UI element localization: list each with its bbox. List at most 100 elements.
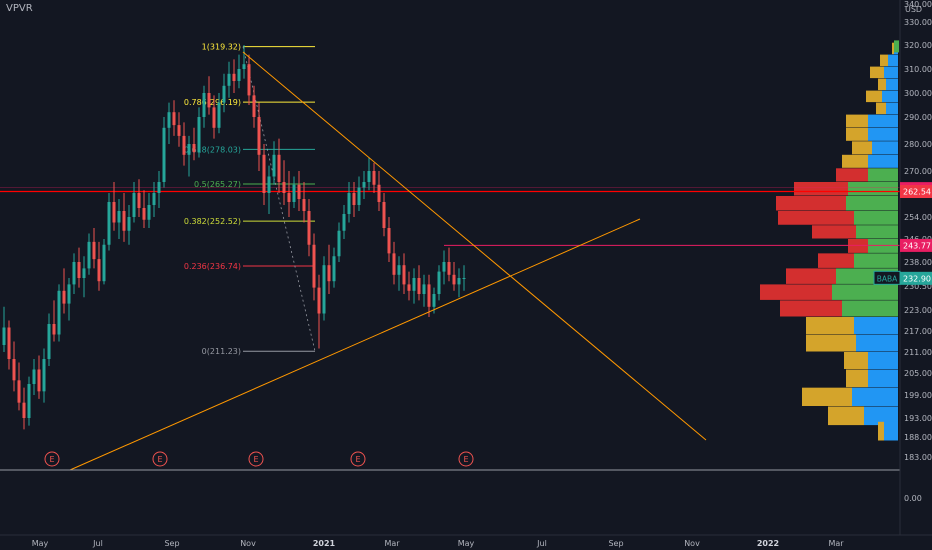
vp-bar-sell — [846, 127, 868, 141]
vp-bar-buy — [886, 78, 898, 91]
vp-bar-buy — [872, 141, 898, 155]
earnings-marker-label: E — [157, 455, 162, 464]
x-tick-label: 2021 — [313, 539, 336, 548]
earnings-marker-label: E — [355, 455, 360, 464]
y-tick-label: 223.00 — [904, 306, 932, 315]
earnings-marker — [350, 451, 366, 467]
vp-bar-buy — [854, 253, 898, 268]
candle-body — [397, 265, 401, 275]
vp-bar-sell — [870, 66, 884, 79]
x-tick-label: 2022 — [757, 539, 779, 548]
candle-body — [77, 262, 81, 278]
candle-body — [447, 262, 451, 275]
earnings-marker — [458, 451, 474, 467]
indicator-label[interactable]: VPVR — [6, 3, 33, 14]
candle-body — [262, 154, 266, 193]
price-axis[interactable]: 340.00 330.00 320.00 310.00 300.00 290.00 280.… — [904, 0, 932, 462]
vp-bar-buy — [848, 182, 898, 196]
vp-bar-buy — [846, 196, 898, 211]
candle-body — [87, 241, 91, 269]
fib-label: 0.382(252.52) — [184, 217, 241, 226]
candle-body — [247, 64, 251, 96]
earnings-marker-label: E — [49, 455, 54, 464]
candle-body — [267, 176, 271, 193]
vp-bar-sell — [760, 284, 832, 300]
price-badge — [900, 271, 932, 285]
price-badge-value: 232.90 — [903, 274, 931, 283]
price-badge-value: 262.54 — [903, 188, 931, 197]
candle-body — [302, 199, 306, 211]
candle-body — [22, 402, 26, 418]
vp-bar-sell — [878, 78, 886, 91]
y-tick-label: 320.00 — [904, 41, 932, 50]
candle-body — [47, 324, 51, 359]
candle-body — [67, 284, 71, 304]
candle-body — [167, 112, 171, 128]
candle-body — [422, 284, 426, 294]
candle-body — [117, 211, 121, 223]
y-tick-label: 270.00 — [904, 167, 932, 176]
vp-bar-buy — [842, 300, 898, 317]
trendlines[interactable] — [69, 51, 707, 471]
candle-body — [32, 369, 36, 384]
x-tick-label: Nov — [684, 539, 700, 548]
candle-body — [412, 278, 416, 291]
vp-bar-sell — [892, 42, 894, 55]
candle-body — [252, 95, 256, 117]
candle-body — [432, 294, 436, 307]
candle-body — [227, 73, 231, 86]
y-tick-label: 205.00 — [904, 369, 932, 378]
candle-body — [172, 112, 176, 126]
candle-body — [52, 324, 56, 335]
candle-body — [462, 278, 466, 279]
vp-bar-sell — [846, 114, 868, 128]
candle-body — [442, 262, 446, 272]
y-tick-label: 183.00 — [904, 453, 932, 462]
vp-bar-sell — [844, 352, 868, 369]
candlesticks — [2, 45, 466, 430]
candle-body — [107, 202, 111, 245]
vp-bar-sell — [778, 211, 854, 225]
earnings-marker — [152, 451, 168, 467]
candle-body — [372, 171, 376, 185]
y-tick-label: 211.00 — [904, 348, 932, 357]
y-tick-label: 340.00 — [904, 0, 932, 9]
vp-bar-buy — [832, 284, 898, 300]
candle-body — [392, 253, 396, 275]
earnings-marker — [44, 451, 60, 467]
time-axis[interactable]: May Jul Sep Nov 2021 Mar May Jul Sep Nov 2022 Mar — [32, 539, 845, 548]
vp-bar-sell — [846, 369, 868, 388]
vp-bar-buy — [868, 154, 898, 168]
candle-body — [452, 274, 456, 285]
vp-bar-buy — [868, 127, 898, 141]
candle-body — [7, 327, 11, 359]
candle-body — [142, 208, 146, 220]
y-tick-label: 193.00 — [904, 414, 932, 423]
candle-body — [322, 265, 326, 314]
candle-body — [277, 154, 281, 182]
candle-body — [27, 384, 31, 418]
vp-bar-sell — [812, 225, 856, 239]
candle-body — [187, 144, 191, 155]
candle-body — [307, 211, 311, 245]
candle-body — [367, 171, 371, 182]
candle-body — [317, 287, 321, 314]
vp-bar-sell — [780, 300, 842, 317]
vp-bar-buy — [884, 421, 898, 441]
candle-body — [457, 278, 461, 285]
vp-bar-buy — [884, 66, 898, 79]
vp-bar-sell — [776, 196, 846, 211]
y-tick-label: 310.00 — [904, 65, 932, 74]
price-badge-value: 243.77 — [903, 241, 931, 250]
y-tick-label: 217.00 — [904, 327, 932, 336]
y-tick-label: 238.00 — [904, 258, 932, 267]
candle-body — [417, 278, 421, 294]
x-tick-label: Jul — [92, 539, 103, 548]
trendline-descending — [242, 51, 707, 441]
volume-profile — [760, 40, 899, 441]
y-tick-label: 199.00 — [904, 391, 932, 400]
fibonacci-retracement[interactable]: 1(319.32) 0.786(296.19) 0.618(278.03) 0.5(2… — [184, 43, 316, 357]
earnings-marker-label: E — [463, 455, 468, 464]
